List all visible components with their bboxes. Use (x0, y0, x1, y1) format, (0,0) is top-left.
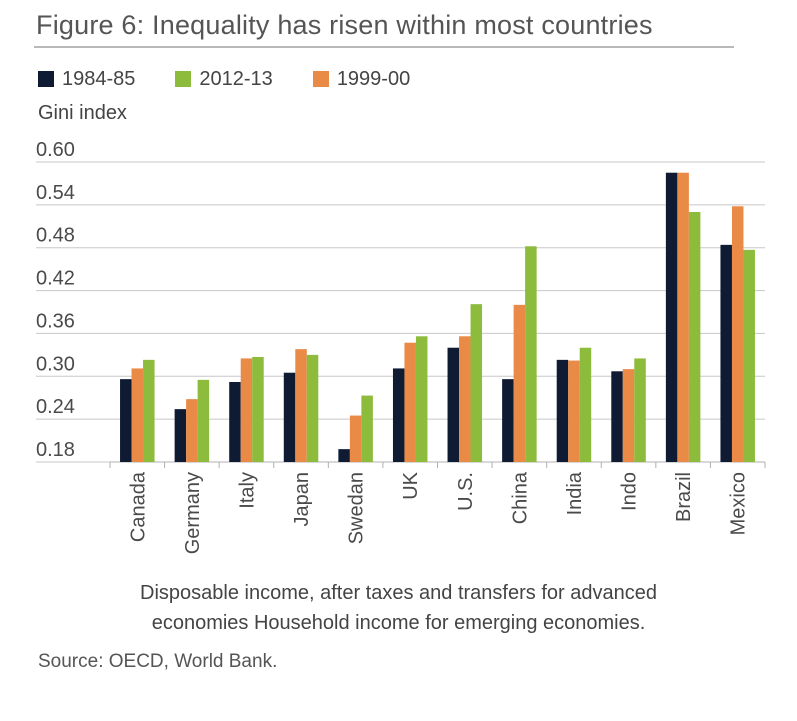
bar-2012-uk (415, 336, 428, 462)
bar-1999-india (568, 360, 580, 462)
y-tick-label: 0.18 (36, 439, 75, 461)
legend-item-1984: 1984-85 (38, 68, 135, 91)
bar-2012-germany (197, 379, 210, 462)
bar-1984-mexico (720, 244, 732, 462)
bar-2012-brazil (688, 212, 701, 462)
bar-1999-italy (240, 358, 253, 462)
x-tick-label: Swedan (346, 472, 368, 544)
y-tick-label: 0.54 (36, 182, 75, 204)
x-tick-label: Germany (182, 472, 204, 554)
y-tick-label: 0.60 (36, 139, 75, 161)
x-tick-label: Italy (236, 472, 258, 509)
x-tick-label: India (564, 471, 586, 515)
bar-2012-italy (252, 357, 264, 462)
x-tick-label: Japan (291, 472, 313, 527)
chart-title: Figure 6: Inequality has risen within mo… (36, 10, 653, 40)
chart-note: Disposable income, after taxes and trans… (0, 578, 797, 638)
bar-2012-indo (634, 358, 646, 462)
bar-1984-italy (229, 382, 241, 462)
bar-1999-canada (131, 368, 144, 462)
legend-swatch-1999 (312, 71, 329, 87)
bar-1999-china (513, 304, 526, 462)
legend-label-1999: 1999-00 (336, 67, 411, 90)
y-tick-label: 0.48 (36, 225, 75, 247)
x-tick-label: Canada (127, 471, 149, 542)
bar-2012-swedan (361, 395, 373, 462)
bar-2012-mexico (743, 249, 755, 462)
bar-2012-japan (306, 354, 319, 462)
bar-1984-china (502, 379, 514, 462)
bar-1999-us (459, 336, 471, 462)
legend-label-2012: 2012-13 (199, 67, 273, 90)
legend-item-1999: 1999-00 (312, 67, 411, 91)
bar-1984-japan (283, 372, 296, 462)
y-axis-label: Gini index (38, 102, 127, 124)
bar-1999-germany (186, 399, 198, 462)
x-tick-label: China (509, 471, 531, 524)
x-tick-label: Indo (619, 472, 641, 511)
source-note: Source: OECD, World Bank. (38, 651, 278, 672)
bar-1999-mexico (731, 206, 744, 462)
bar-2012-us (470, 304, 483, 462)
note-line-2: economies Household income for emerging … (151, 612, 646, 634)
bar-1999-brazil (677, 172, 689, 462)
bar-2012-canada (143, 359, 155, 462)
y-tick-label: 0.42 (36, 268, 75, 290)
legend-swatch-2012 (175, 71, 192, 87)
bar-1999-japan (295, 349, 307, 462)
bar-chart: 0.60 0.54 0.48 0.42 0.36 0.30 0.24 0.18 Canada Ge… (36, 139, 766, 554)
note-line-1: Disposable income, after taxes and trans… (140, 582, 657, 604)
bar-1984-canada (120, 379, 132, 462)
legend-swatch-1984 (38, 71, 54, 87)
x-tick-label: Mexico (728, 472, 750, 535)
bar-1984-india (556, 359, 569, 462)
title-divider (34, 46, 734, 48)
bar-1984-us (447, 347, 460, 462)
legend-item-2012: 2012-13 (175, 67, 273, 91)
x-tick-label: Brazil (673, 472, 695, 522)
bar-1984-brazil (665, 172, 678, 462)
bar-2012-india (579, 347, 592, 462)
legend-label-1984: 1984-85 (62, 67, 136, 90)
x-tick-label: UK (400, 471, 422, 499)
bar-1984-indo (611, 371, 623, 462)
bar-1999-uk (404, 342, 416, 462)
bar-1984-uk (392, 368, 405, 462)
bar-1984-swedan (338, 449, 350, 462)
chart-legend: 1984-85 2012-13 1999-00 (38, 64, 450, 94)
bar-2012-china (525, 246, 537, 462)
y-tick-label: 0.36 (36, 310, 75, 332)
y-tick-label: 0.24 (36, 396, 75, 418)
bar-1999-indo (622, 369, 635, 462)
x-tick-label: U.S. (455, 472, 477, 511)
bar-1984-germany (174, 409, 187, 462)
bar-1999-swedan (349, 415, 362, 462)
y-tick-label: 0.30 (36, 353, 75, 375)
